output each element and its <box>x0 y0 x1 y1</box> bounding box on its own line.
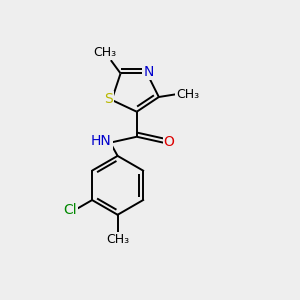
Text: N: N <box>143 65 154 79</box>
Text: O: O <box>164 135 175 149</box>
Text: S: S <box>104 92 113 106</box>
Text: HN: HN <box>91 134 112 148</box>
Text: CH₃: CH₃ <box>106 233 129 246</box>
Text: CH₃: CH₃ <box>176 88 199 100</box>
Text: Cl: Cl <box>63 202 77 217</box>
Text: CH₃: CH₃ <box>93 46 116 59</box>
